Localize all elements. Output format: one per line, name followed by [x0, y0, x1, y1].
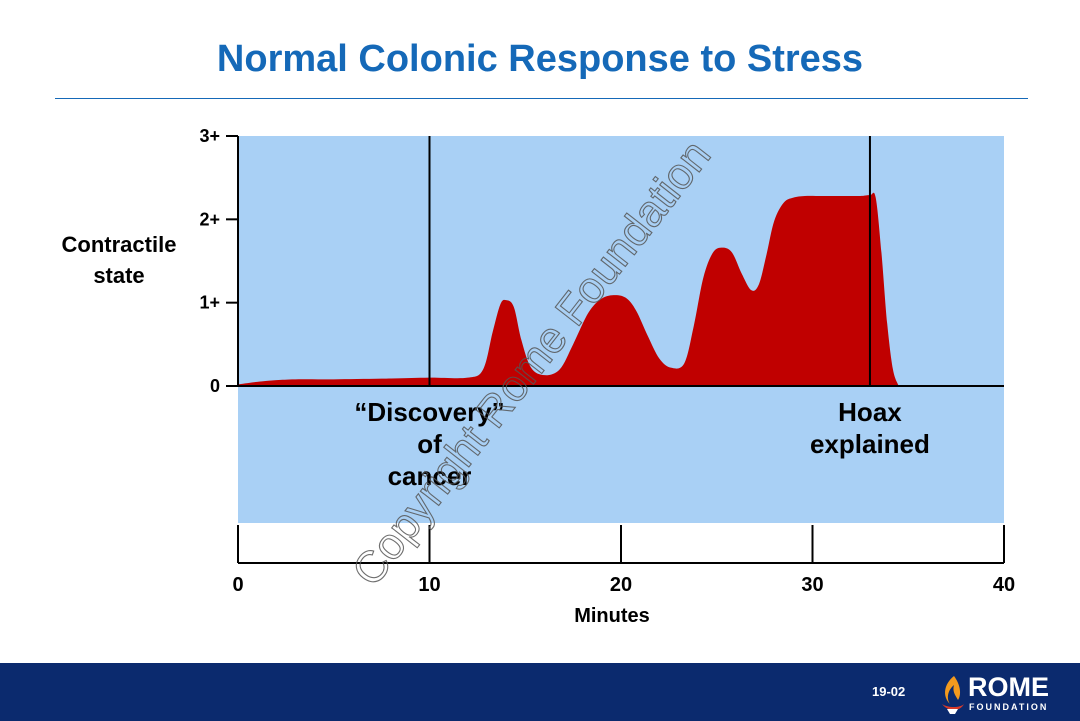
logo-subtitle: FOUNDATION	[969, 702, 1049, 712]
slide-number: 19-02	[872, 684, 906, 699]
y-tick-label: 1+	[199, 293, 220, 313]
slide-title: Normal Colonic Response to Stress	[216, 38, 864, 80]
x-axis-label: Minutes	[574, 605, 650, 627]
x-tick-label: 30	[801, 574, 823, 596]
x-tick-label: 0	[232, 574, 243, 596]
rome-foundation-logo: ROME FOUNDATION	[938, 672, 1068, 716]
title-divider	[55, 98, 1028, 99]
y-tick-label: 3+	[199, 126, 220, 146]
event-markers	[428, 136, 871, 386]
annotation-text: explained	[810, 429, 930, 459]
logo-word: ROME	[968, 672, 1049, 702]
footer-bar	[0, 663, 1080, 721]
flame-icon	[942, 676, 964, 714]
y-tick-label: 0	[210, 376, 220, 396]
x-tick-label: 10	[418, 574, 440, 596]
x-axis-ticks: 0 10 20 30 40	[232, 525, 1015, 596]
annotation-text: cancer	[388, 461, 472, 491]
y-tick-label: 2+	[199, 209, 220, 229]
x-tick-label: 40	[993, 574, 1015, 596]
contractile-area-series	[238, 192, 899, 386]
annotation-text: “Discovery”	[354, 397, 504, 427]
annotation-text: of	[417, 429, 442, 459]
annotation-text: Hoax	[838, 397, 902, 427]
y-axis-ticks: 0 1+ 2+ 3+	[199, 126, 238, 396]
y-axis-label: Contractile state	[62, 232, 177, 288]
x-tick-label: 20	[610, 574, 632, 596]
